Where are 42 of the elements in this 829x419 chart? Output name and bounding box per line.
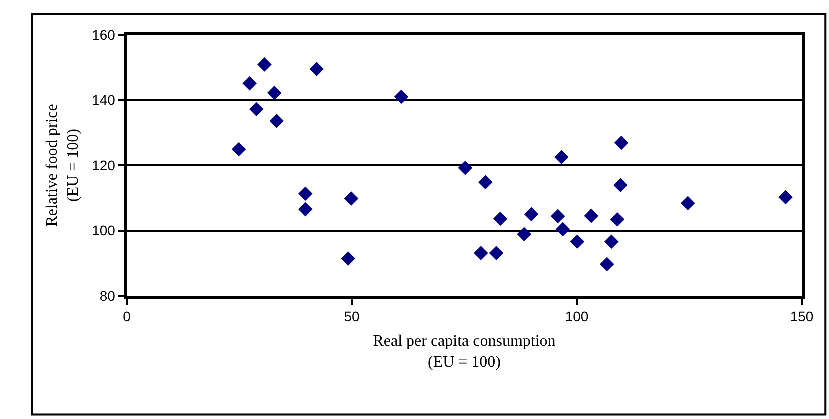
point (524, 207, 539, 222)
point (270, 114, 284, 128)
point (267, 86, 282, 100)
point (517, 227, 532, 242)
y-tick-label: 120 (92, 157, 116, 174)
x-axis-title: Real per capita consumption (EU = 100) (373, 333, 556, 372)
point (778, 190, 793, 205)
point (298, 202, 313, 217)
point (310, 62, 324, 76)
point (341, 252, 356, 266)
x-tick-label: 0 (123, 308, 132, 325)
y-tick-label: 80 (100, 288, 116, 304)
y-tick-label: 160 (92, 26, 116, 43)
x-tick-label: 150 (790, 308, 814, 325)
point (604, 234, 619, 249)
point (681, 196, 696, 210)
point (556, 222, 570, 237)
point (493, 212, 508, 226)
y-axis-title: Relative food price (EU = 100) (44, 104, 82, 227)
point (478, 175, 493, 190)
point (600, 257, 614, 272)
point (344, 192, 359, 206)
point (550, 209, 566, 224)
point (474, 246, 488, 260)
point (614, 136, 629, 150)
point (554, 150, 569, 164)
point (458, 160, 473, 176)
point (242, 76, 257, 91)
y-tick-label: 100 (92, 222, 116, 239)
point (249, 102, 264, 117)
x-tick-label: 50 (344, 308, 360, 325)
point (298, 186, 313, 202)
point (232, 142, 246, 157)
point (614, 178, 628, 193)
point (570, 234, 585, 249)
y-tick-label: 140 (92, 92, 116, 108)
point (610, 212, 625, 227)
point (258, 58, 272, 72)
point (489, 246, 504, 260)
point (394, 90, 409, 104)
x-tick-label: 100 (565, 308, 589, 325)
point (584, 208, 599, 224)
